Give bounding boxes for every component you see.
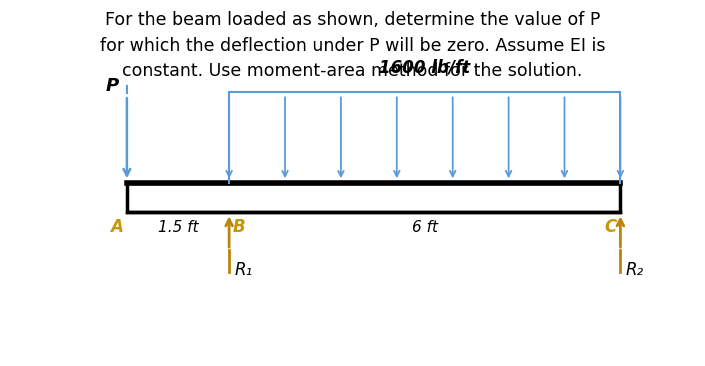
Text: B: B <box>233 218 245 236</box>
Text: 1.5 ft: 1.5 ft <box>158 220 198 235</box>
Text: For the beam loaded as shown, determine the value of P
for which the deflection : For the beam loaded as shown, determine … <box>99 11 606 81</box>
Text: P: P <box>105 77 118 95</box>
Bar <box>127 183 620 212</box>
Text: R₂: R₂ <box>626 261 644 279</box>
Text: 6 ft: 6 ft <box>412 220 438 235</box>
Text: 1600 lb/ft: 1600 lb/ft <box>379 59 470 77</box>
Text: R₁: R₁ <box>235 261 253 279</box>
Text: C: C <box>605 218 617 236</box>
Text: A: A <box>111 218 123 236</box>
